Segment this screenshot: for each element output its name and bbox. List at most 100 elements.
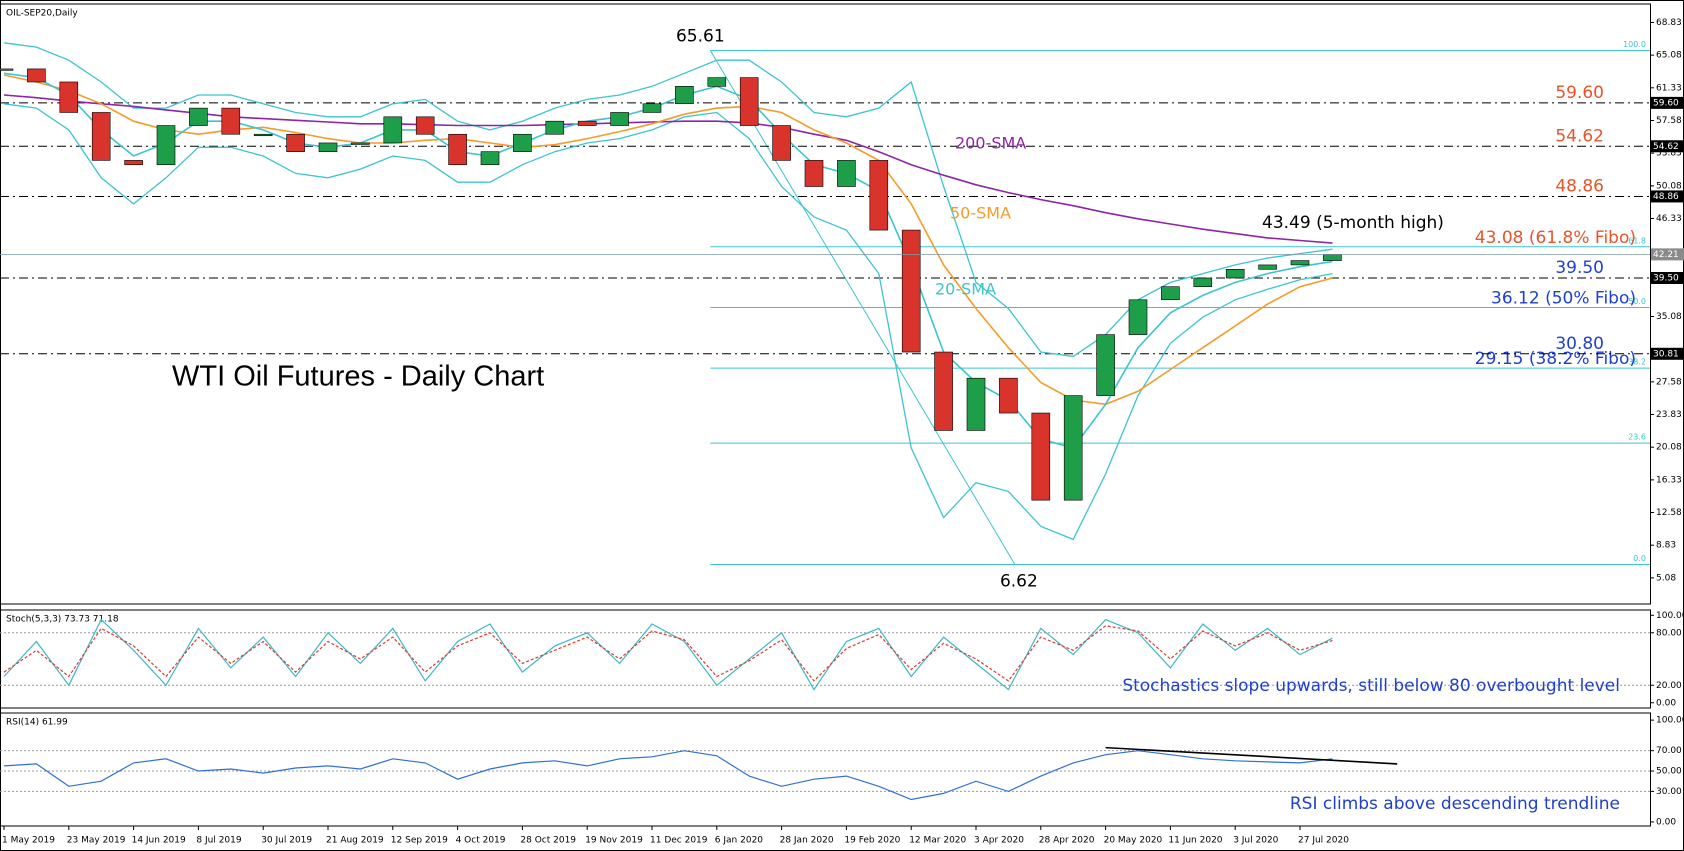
candle — [545, 120, 565, 135]
candle — [999, 377, 1018, 414]
y-tick-label: 100.00 — [1656, 611, 1684, 621]
y-tick-label: 50.00 — [1656, 767, 1682, 777]
level-box — [1651, 190, 1684, 203]
candle — [156, 125, 176, 166]
candle — [707, 77, 727, 87]
candle — [1290, 260, 1310, 266]
candle — [286, 133, 305, 152]
fibo-ratio: 38.2 — [1628, 358, 1646, 367]
fibo-diagonal — [709, 50, 1016, 565]
candle — [318, 142, 338, 152]
x-tick-label: 12 Mar 2020 — [909, 836, 966, 846]
x-tick-label: 1 May 2019 — [2, 836, 55, 846]
candle — [351, 142, 370, 145]
fibo-ratio: 100.0 — [1623, 40, 1646, 49]
indicator-line — [3, 625, 1333, 682]
x-tick-label: 23 May 2019 — [67, 836, 126, 846]
level-label: 48.86 — [1555, 176, 1604, 196]
y-tick-label: 20.08 — [1656, 443, 1682, 453]
candle — [0, 68, 14, 71]
y-tick-label: 46.33 — [1656, 214, 1682, 224]
bollinger-upper — [3, 42, 1333, 358]
y-tick-label: 100.00 — [1656, 716, 1684, 726]
x-tick-label: 28 Oct 2019 — [520, 836, 576, 846]
x-tick-label: 14 Jun 2019 — [132, 836, 186, 846]
high-note: 43.49 (5-month high) — [1262, 213, 1444, 233]
candle — [1225, 268, 1245, 279]
candle — [189, 107, 208, 126]
x-tick-label: 27 Jul 2020 — [1298, 836, 1349, 846]
level-axis-label: 39.50 — [1653, 273, 1679, 283]
candle — [1258, 264, 1277, 270]
candle — [610, 112, 629, 126]
x-tick-label: 8 Jul 2019 — [196, 836, 241, 846]
level-axis-label: 48.86 — [1653, 192, 1679, 202]
fibo-label: 36.12 (50% Fibo) — [1491, 288, 1636, 308]
panel-frame — [0, 609, 1651, 709]
fibo-ratio: 61.8 — [1628, 236, 1646, 245]
x-tick-label: 11 Dec 2019 — [650, 836, 708, 846]
x-tick-label: 20 May 2020 — [1104, 836, 1163, 846]
candle — [1128, 299, 1148, 335]
y-tick-label: 65.08 — [1656, 51, 1682, 61]
candle — [124, 160, 143, 166]
y-tick-label: 8.83 — [1656, 541, 1676, 551]
last-price-box — [1651, 248, 1684, 261]
candle — [739, 77, 759, 126]
panel-frame — [0, 3, 1651, 605]
y-tick-label: 0.00 — [1656, 698, 1676, 708]
panel-note: RSI climbs above descending trendline — [1290, 794, 1620, 814]
level-box — [1651, 347, 1684, 360]
x-tick-label: 12 Sep 2019 — [391, 836, 448, 846]
level-axis-label: 59.60 — [1653, 98, 1679, 108]
panel-title: Stoch(5,3,3) 73.73 71.18 — [6, 615, 119, 625]
x-tick-label: 11 Jun 2020 — [1168, 836, 1222, 846]
fibo-label: 43.08 (61.8% Fibo) — [1475, 228, 1636, 248]
candle — [901, 229, 921, 353]
level-axis-label: 54.62 — [1653, 142, 1679, 152]
fibo-ratio: 23.6 — [1628, 433, 1646, 442]
level-label: 54.62 — [1555, 126, 1604, 146]
candle — [772, 125, 791, 161]
x-tick-label: 28 Jan 2020 — [780, 836, 834, 846]
candle — [448, 133, 467, 166]
candle — [480, 151, 500, 166]
indicator-line — [3, 618, 1333, 691]
candle — [1323, 254, 1342, 261]
panel-title: OIL-SEP20,Daily — [6, 9, 78, 19]
low-label: 6.62 — [1000, 571, 1038, 591]
y-tick-label: 53.83 — [1656, 149, 1682, 159]
level-axis-label: 30.81 — [1653, 349, 1679, 359]
level-label: 30.80 — [1555, 334, 1604, 354]
y-tick-label: 70.00 — [1656, 746, 1682, 756]
x-tick-label: 19 Nov 2019 — [585, 836, 643, 846]
x-tick-label: 30 Jul 2019 — [261, 836, 312, 846]
candle — [804, 160, 824, 187]
y-tick-label: 50.08 — [1656, 181, 1682, 191]
candle — [1031, 412, 1051, 501]
indicator-line — [3, 750, 1333, 801]
level-label: 59.60 — [1555, 83, 1604, 103]
y-tick-label: 20.00 — [1656, 681, 1682, 691]
candle — [27, 68, 46, 83]
panel-frame — [0, 712, 1651, 827]
candle — [675, 86, 694, 105]
candle — [837, 160, 856, 187]
level-label: 39.50 — [1555, 258, 1604, 278]
candle — [642, 103, 662, 113]
panel-note: Stochastics slope upwards, still below 8… — [1122, 676, 1620, 696]
y-tick-label: 12.58 — [1656, 508, 1682, 518]
y-tick-label: 16.33 — [1656, 475, 1682, 485]
y-tick-label: 80.00 — [1656, 628, 1682, 638]
candle — [1063, 395, 1083, 501]
candle — [869, 160, 889, 231]
candle — [966, 377, 986, 431]
panel-title: RSI(14) 61.99 — [6, 718, 68, 728]
level-box — [1651, 140, 1684, 153]
candle — [91, 112, 111, 161]
candle — [577, 120, 597, 126]
chart-heading: WTI Oil Futures - Daily Chart — [172, 361, 544, 393]
last-price-label: 42.21 — [1653, 250, 1679, 260]
candle — [1096, 334, 1115, 396]
